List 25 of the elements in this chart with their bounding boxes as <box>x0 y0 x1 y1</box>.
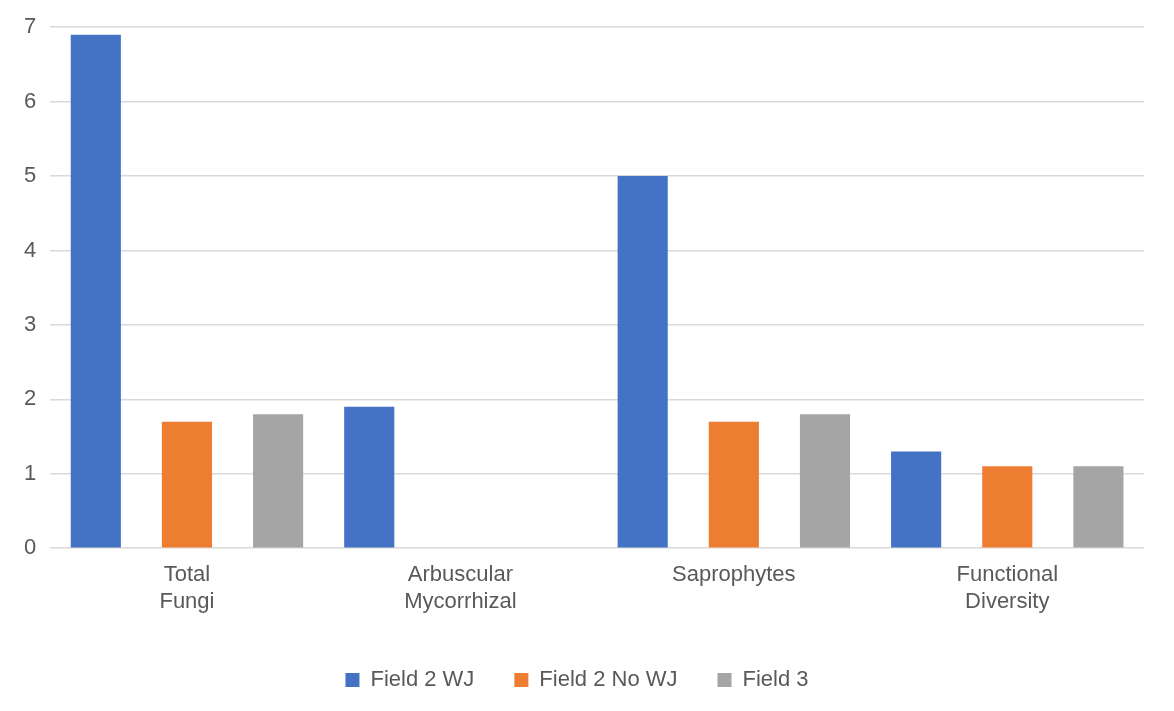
x-tick-label: Arbuscular Mycorrhizal <box>404 561 517 613</box>
bar <box>617 176 668 548</box>
bar <box>161 421 213 548</box>
bar <box>344 406 395 548</box>
legend-label: Field 2 No WJ <box>539 666 678 692</box>
y-tick-label: 4 <box>23 236 37 262</box>
y-tick-label: 2 <box>23 385 37 411</box>
x-tick-label: Saprophytes <box>672 561 796 587</box>
y-tick-label: 7 <box>23 13 37 39</box>
bar <box>891 451 942 548</box>
x-tick-label: Total Fungi <box>159 561 215 613</box>
legend-label: Field 2 WJ <box>370 666 475 692</box>
y-tick-label: 5 <box>23 162 37 188</box>
bar <box>799 414 851 548</box>
y-tick-label: 6 <box>23 87 37 113</box>
y-tick-label: 0 <box>23 534 37 560</box>
legend-label: Field 3 <box>742 666 809 692</box>
bar <box>253 414 304 548</box>
bar <box>1073 466 1124 548</box>
bar <box>70 34 121 548</box>
bar <box>708 421 759 548</box>
bar <box>982 466 1033 548</box>
x-tick-label: Functional Diversity <box>956 561 1059 613</box>
y-tick-label: 3 <box>23 310 37 336</box>
y-tick-label: 1 <box>23 459 37 485</box>
